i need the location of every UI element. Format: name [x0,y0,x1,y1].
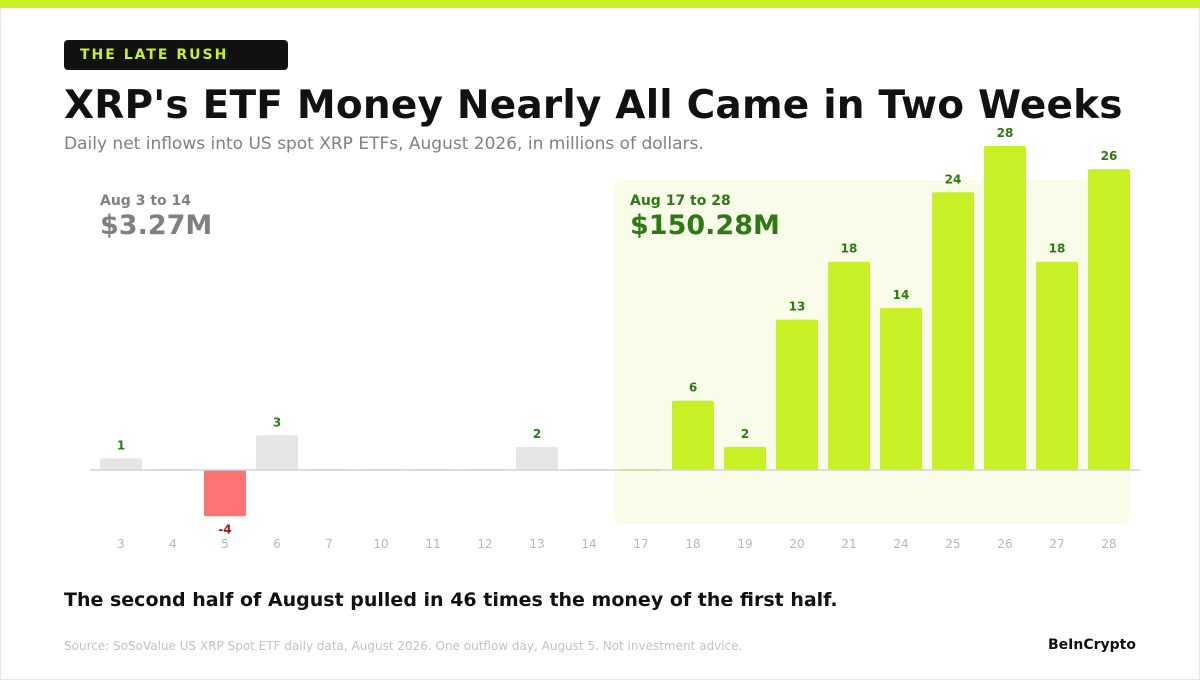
x-tick-aug-27: 27 [1049,537,1064,551]
period-total-second-half: $150.28M [630,210,780,241]
bar-aug-24 [880,308,922,470]
data-label-aug-20: 13 [789,300,806,314]
accent-top-bar [0,0,1200,8]
x-tick-aug-3: 3 [117,537,125,551]
bar-aug-3 [100,458,142,470]
x-tick-aug-5: 5 [221,537,229,551]
x-tick-aug-24: 24 [893,537,908,551]
bar-aug-21 [828,261,870,470]
bar-aug-28 [1088,169,1130,470]
chart-title: XRP's ETF Money Nearly All Came in Two W… [64,83,1123,128]
data-label-aug-18: 6 [689,381,697,395]
x-tick-aug-28: 28 [1101,537,1116,551]
data-label-aug-5: -4 [218,522,231,536]
x-tick-aug-4: 4 [169,537,177,551]
data-label-aug-26: 28 [997,126,1014,140]
x-tick-aug-18: 18 [685,537,700,551]
eyebrow-badge: THE LATE RUSH [64,40,288,70]
x-tick-aug-10: 10 [373,537,388,551]
takeaway-text: The second half of August pulled in 46 t… [64,589,838,611]
period-label-first-half: Aug 3 to 14 [100,193,191,209]
x-tick-aug-13: 13 [529,537,544,551]
x-tick-aug-7: 7 [325,537,333,551]
data-label-aug-3: 1 [117,438,125,452]
eyebrow-label: THE LATE RUSH [80,47,229,63]
bar-aug-27 [1036,261,1078,470]
bar-aug-5 [204,470,246,517]
bar-aug-20 [776,319,818,470]
data-label-aug-13: 2 [533,427,541,441]
bar-aug-18 [672,400,714,470]
data-label-aug-27: 18 [1049,242,1066,256]
data-label-aug-24: 14 [893,288,910,302]
x-tick-aug-14: 14 [581,537,596,551]
data-label-aug-19: 2 [741,427,749,441]
data-label-aug-21: 18 [841,242,858,256]
x-tick-aug-11: 11 [425,537,440,551]
bar-aug-13 [516,446,558,470]
x-tick-aug-26: 26 [997,537,1012,551]
source-note: Source: SoSoValue US XRP Spot ETF daily … [64,639,743,653]
data-label-aug-25: 24 [945,172,962,186]
period-total-first-half: $3.27M [100,210,212,241]
bar-aug-26 [984,146,1026,470]
x-tick-aug-12: 12 [477,537,492,551]
bar-aug-19 [724,446,766,470]
brand-logo: BeInCrypto [1048,637,1136,653]
chart-subtitle: Daily net inflows into US spot XRP ETFs,… [64,134,704,154]
x-tick-aug-19: 19 [737,537,752,551]
x-tick-aug-20: 20 [789,537,804,551]
period-label-second-half: Aug 17 to 28 [630,193,731,209]
bar-aug-25 [932,192,974,471]
x-tick-aug-25: 25 [945,537,960,551]
data-label-aug-6: 3 [273,415,281,429]
x-tick-aug-21: 21 [841,537,856,551]
x-tick-aug-6: 6 [273,537,281,551]
x-tick-aug-17: 17 [633,537,648,551]
data-label-aug-28: 26 [1101,149,1118,163]
bar-aug-6 [256,435,298,470]
